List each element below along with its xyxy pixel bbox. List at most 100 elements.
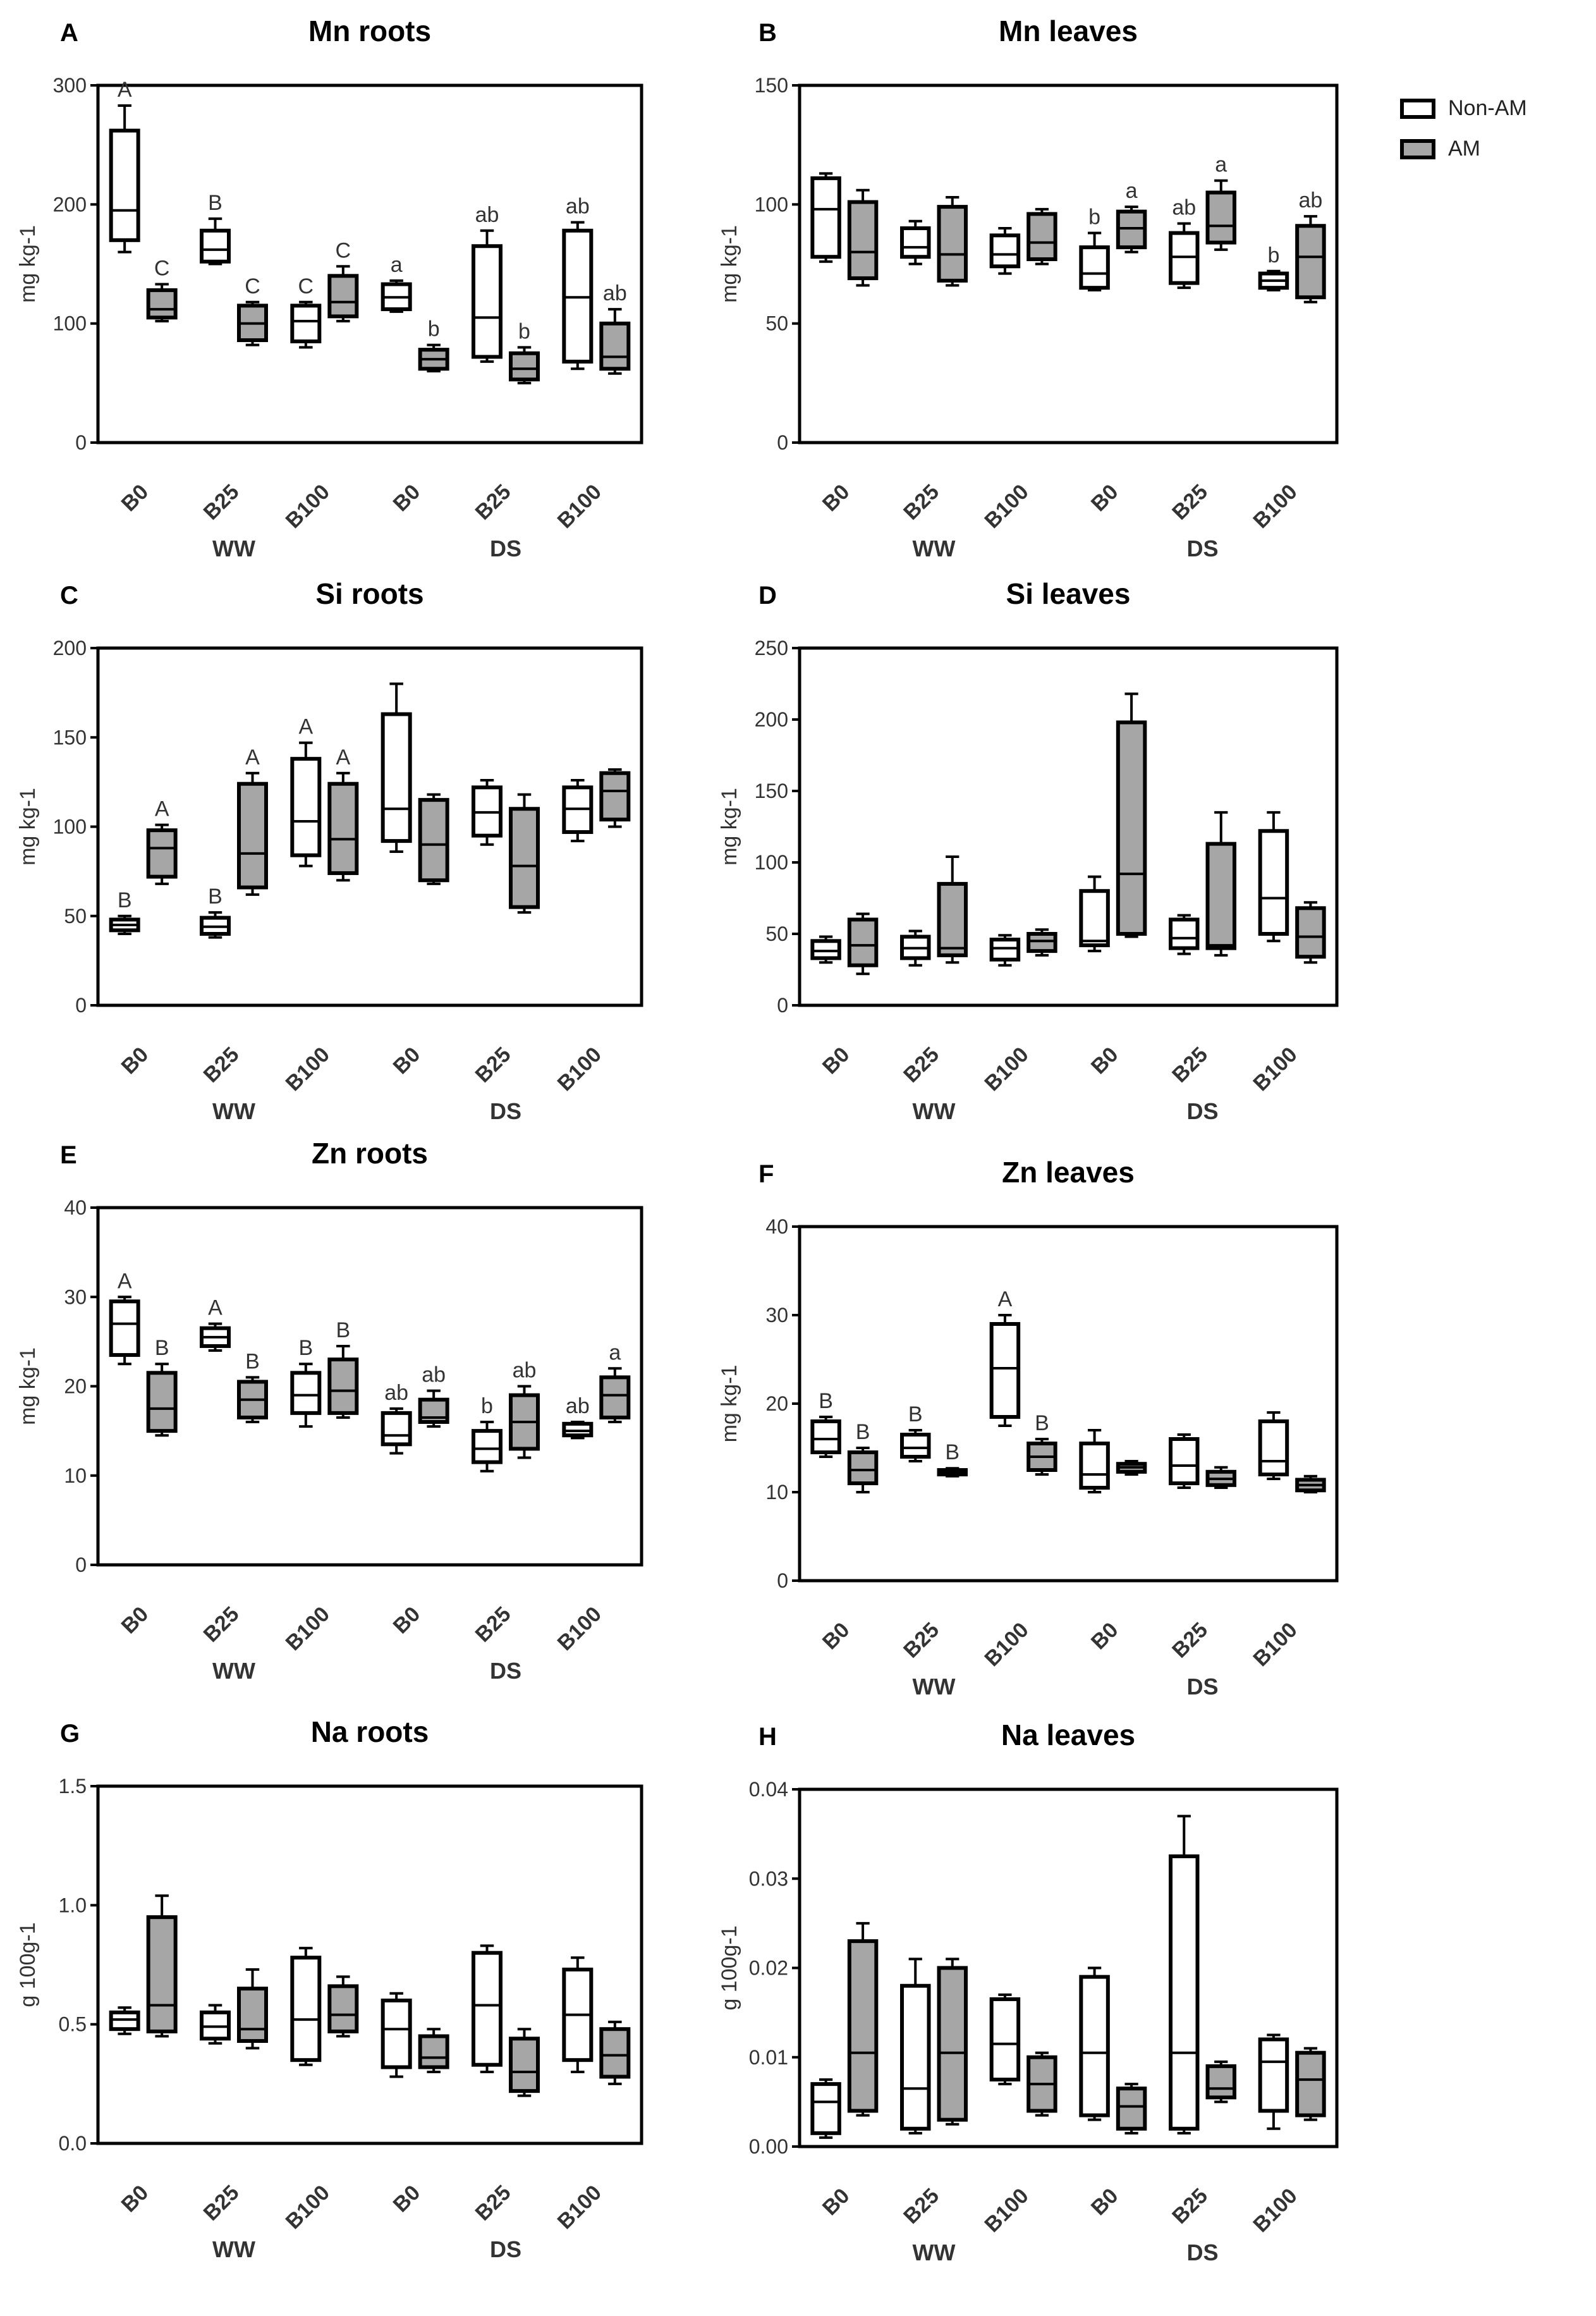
y-tick-label-a-3: 300 xyxy=(53,74,87,97)
sig-letter-e-nonam-1: A xyxy=(208,1296,222,1320)
box-g-am-5 xyxy=(599,2027,631,2079)
y-tick-label-b-2: 100 xyxy=(755,193,788,216)
y-tick-label-f-2: 20 xyxy=(765,1392,788,1415)
y-tick-label-c-2: 100 xyxy=(53,816,87,838)
box-d-nonam-3 xyxy=(1079,889,1110,948)
box-d-am-5 xyxy=(1295,906,1326,959)
sig-letter-a-am-1: C xyxy=(245,274,260,298)
box-h-am-0 xyxy=(847,1939,879,2113)
y-tick-label-h-3: 0.03 xyxy=(749,1867,788,1890)
box-f-am-0 xyxy=(847,1450,879,1485)
box-h-nonam-0 xyxy=(810,2082,841,2135)
group-label-f-1: DS xyxy=(1186,1674,1218,1700)
box-f-nonam-2 xyxy=(989,1322,1021,1419)
box-c-am-4 xyxy=(509,807,540,909)
group-label-c-0: WW xyxy=(212,1098,255,1124)
x-tick-label-d-5: B100 xyxy=(1248,1043,1301,1096)
x-tick-label-e-4: B25 xyxy=(471,1602,516,1647)
panel-letter-c: C xyxy=(60,582,78,610)
sig-letter-b-am-3: a xyxy=(1126,179,1138,203)
sig-letter-c-nonam-0: B xyxy=(118,888,132,912)
sig-letter-a-am-0: C xyxy=(154,257,170,281)
sig-letter-a-am-3: b xyxy=(428,317,440,341)
plot-frame-d xyxy=(798,646,1339,1007)
y-tick-label-b-3: 150 xyxy=(755,74,788,97)
panel-letter-g: G xyxy=(60,1720,80,1748)
y-tick-label-f-1: 10 xyxy=(765,1481,788,1504)
box-h-nonam-3 xyxy=(1079,1975,1110,2117)
y-tick-label-d-5: 250 xyxy=(755,637,788,659)
x-tick-label-a-3: B0 xyxy=(389,480,425,517)
y-tick-label-e-3: 30 xyxy=(64,1285,87,1308)
box-d-am-3 xyxy=(1116,720,1147,936)
panel-letter-e: E xyxy=(60,1141,77,1169)
box-f-nonam-0 xyxy=(810,1419,841,1454)
x-tick-label-a-2: B100 xyxy=(281,480,334,533)
legend-item-am: AM xyxy=(1400,135,1590,163)
panel-c: C Si roots 0 50 100 150 200 mg kg-1 B0 B A B25 B A B10… xyxy=(16,577,643,1124)
group-label-h-0: WW xyxy=(913,2239,956,2265)
box-h-nonam-4 xyxy=(1169,1854,1200,2131)
x-tick-label-f-5: B100 xyxy=(1248,1618,1301,1671)
y-axis-label-g: g 100g-1 xyxy=(16,1922,40,2007)
y-tick-label-b-0: 0 xyxy=(777,431,788,454)
y-axis-label-d: mg kg-1 xyxy=(717,788,741,866)
y-tick-label-c-4: 200 xyxy=(53,637,87,659)
y-axis-label-a: mg kg-1 xyxy=(16,225,40,303)
y-tick-label-d-0: 0 xyxy=(777,994,788,1017)
sig-letter-c-am-0: A xyxy=(155,797,169,821)
box-e-nonam-4 xyxy=(472,1429,503,1464)
group-label-g-0: WW xyxy=(212,2236,255,2262)
x-tick-label-c-5: B100 xyxy=(553,1043,606,1096)
panel-title-c: Si roots xyxy=(315,577,423,610)
y-tick-label-g-2: 1.0 xyxy=(59,1894,87,1916)
box-g-nonam-4 xyxy=(472,1951,503,2067)
box-b-am-5 xyxy=(1295,224,1326,300)
panel-title-g: Na roots xyxy=(311,1715,429,1748)
box-e-nonam-2 xyxy=(290,1371,322,1415)
x-tick-label-e-3: B0 xyxy=(389,1602,425,1639)
y-tick-label-h-1: 0.01 xyxy=(749,2046,788,2069)
box-a-nonam-2 xyxy=(290,303,322,343)
sig-letter-c-nonam-2: A xyxy=(298,715,313,739)
x-tick-label-d-4: B25 xyxy=(1167,1043,1212,1088)
x-tick-label-b-4: B25 xyxy=(1167,480,1212,525)
sig-letter-b-am-5: ab xyxy=(1299,188,1323,212)
x-tick-label-g-4: B25 xyxy=(471,2181,516,2226)
sig-letter-f-nonam-1: B xyxy=(908,1402,923,1426)
box-e-am-0 xyxy=(146,1371,178,1433)
x-tick-label-b-5: B100 xyxy=(1248,480,1301,533)
x-tick-label-h-0: B0 xyxy=(818,2184,855,2221)
box-b-nonam-3 xyxy=(1079,245,1110,290)
box-h-am-3 xyxy=(1116,2086,1147,2131)
x-tick-label-f-0: B0 xyxy=(818,1618,855,1655)
sig-letter-f-am-2: B xyxy=(1035,1411,1049,1435)
sig-letter-e-nonam-0: A xyxy=(118,1269,132,1293)
y-tick-label-a-2: 200 xyxy=(53,193,87,216)
x-tick-label-c-1: B25 xyxy=(199,1043,244,1088)
group-label-b-1: DS xyxy=(1186,536,1218,561)
sig-letter-f-am-1: B xyxy=(945,1440,959,1464)
box-a-am-0 xyxy=(146,288,178,320)
x-tick-label-h-4: B25 xyxy=(1167,2184,1212,2229)
box-d-am-2 xyxy=(1026,932,1057,953)
box-g-am-0 xyxy=(146,1915,178,2033)
sig-letter-a-am-2: C xyxy=(336,238,351,262)
box-h-nonam-2 xyxy=(989,1997,1021,2082)
box-b-nonam-0 xyxy=(810,176,841,259)
box-g-am-4 xyxy=(509,2037,540,2093)
box-a-nonam-1 xyxy=(200,228,231,264)
plot-frame-e xyxy=(96,1206,643,1567)
group-label-a-0: WW xyxy=(212,536,255,561)
panel-title-d: Si leaves xyxy=(1006,577,1131,610)
panel-title-h: Na leaves xyxy=(1001,1719,1135,1751)
sig-letter-e-am-0: B xyxy=(155,1336,169,1360)
plot-frame-c xyxy=(96,646,643,1007)
box-d-nonam-5 xyxy=(1258,829,1289,936)
x-tick-label-h-2: B100 xyxy=(980,2184,1033,2237)
box-e-am-5 xyxy=(599,1375,631,1419)
panel-letter-b: B xyxy=(758,19,777,47)
x-tick-label-h-3: B0 xyxy=(1087,2184,1123,2221)
legend-item-non-am: Non-AM xyxy=(1400,95,1590,123)
